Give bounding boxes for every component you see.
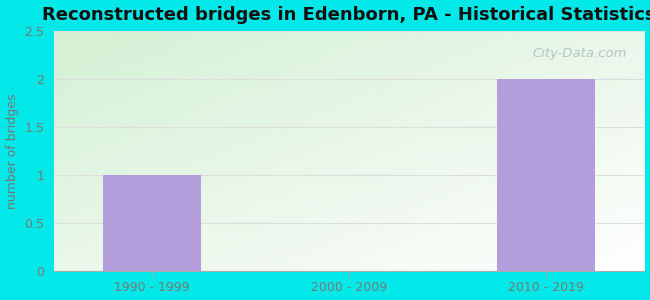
- Bar: [497, 79, 595, 271]
- Text: City-Data.com: City-Data.com: [532, 47, 627, 61]
- Y-axis label: number of bridges: number of bridges: [6, 93, 19, 208]
- Bar: [103, 175, 202, 271]
- Title: Reconstructed bridges in Edenborn, PA - Historical Statistics: Reconstructed bridges in Edenborn, PA - …: [42, 6, 650, 24]
